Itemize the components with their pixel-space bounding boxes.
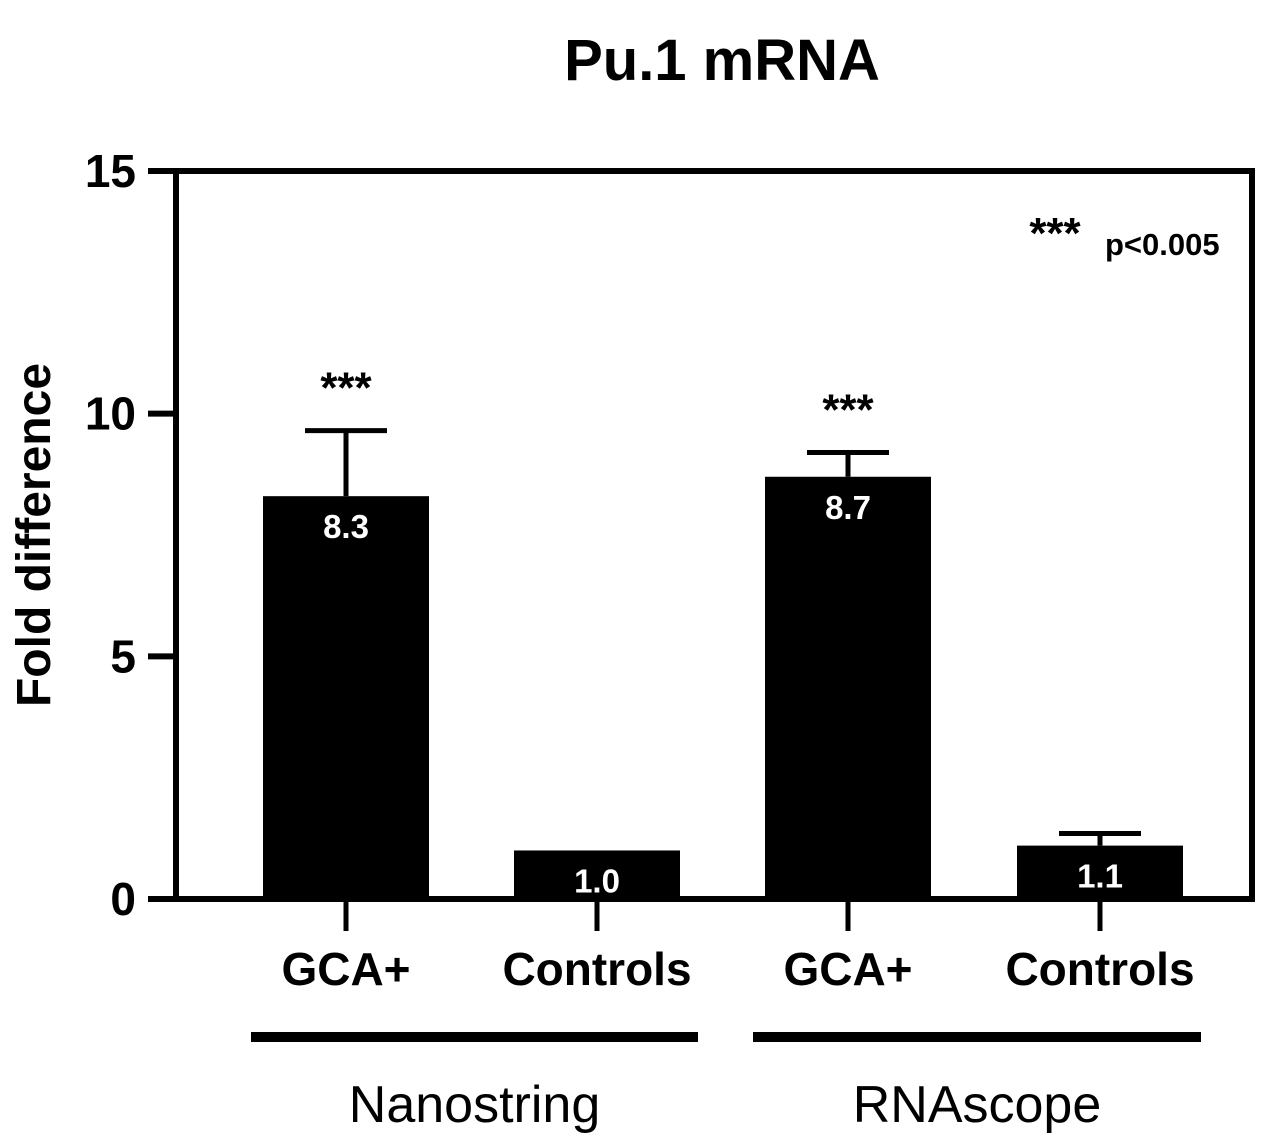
bar	[765, 476, 931, 899]
y-tick-label: 5	[110, 630, 136, 682]
x-tick-label: GCA+	[281, 943, 410, 995]
bar-value-label: 8.7	[825, 489, 871, 526]
legend-note: *** p<0.005	[1029, 209, 1219, 262]
legend-marker: ***	[1029, 209, 1081, 258]
significance-marker: ***	[822, 385, 874, 434]
bar-value-label: 8.3	[323, 508, 369, 545]
x-tick-label: Controls	[1005, 943, 1194, 995]
bar	[1017, 845, 1183, 899]
chart-title: Pu.1 mRNA	[564, 28, 880, 93]
axes-frame	[173, 168, 1255, 902]
x-tick-label: GCA+	[783, 943, 912, 995]
y-tick-label: 0	[110, 873, 136, 925]
plot-area: 8.3 *** GCA+ 1.0 Controls 8.7 *** GCA+ 1.1 Contro…	[85, 145, 1255, 1134]
y-tick-label: 15	[85, 145, 136, 197]
x-tick-label: Controls	[502, 943, 691, 995]
y-axis-label: Fold difference	[8, 363, 61, 707]
group-label: Nanostring	[349, 1076, 600, 1134]
bar-value-label: 1.1	[1077, 858, 1123, 895]
bar-value-label: 1.0	[574, 862, 620, 899]
significance-marker: ***	[320, 364, 372, 413]
bar	[263, 496, 429, 899]
bar	[514, 850, 680, 899]
group-label: RNAscope	[853, 1076, 1102, 1134]
legend-text: p<0.005	[1105, 227, 1220, 262]
y-tick-label: 10	[85, 388, 136, 440]
